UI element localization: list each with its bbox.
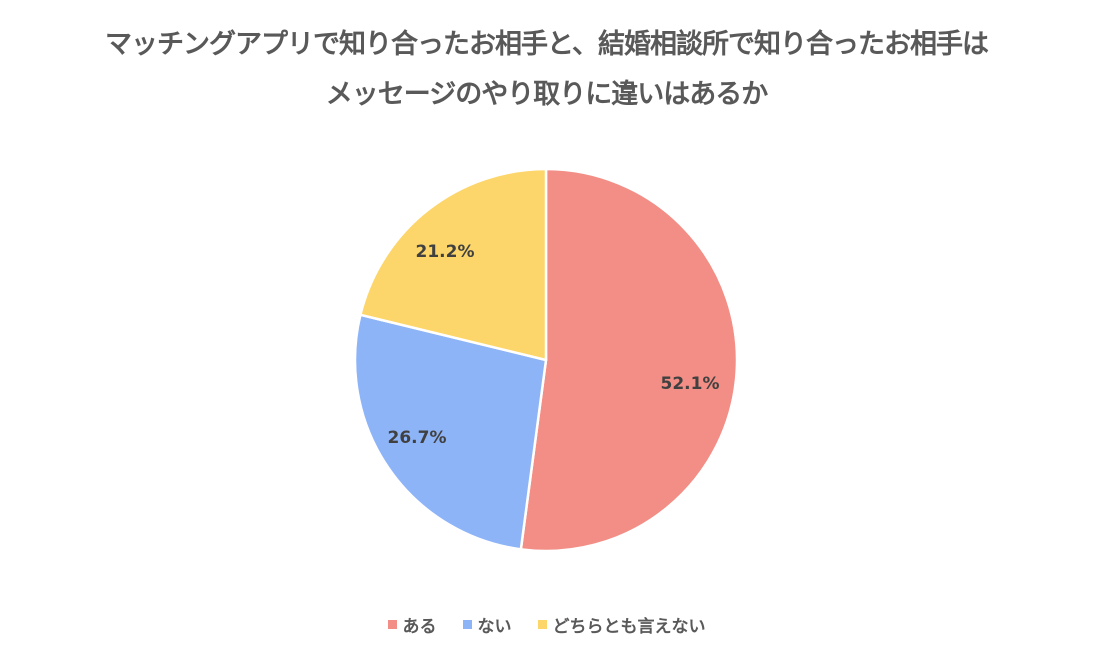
data-label: 21.2% [416, 242, 475, 262]
data-label: 26.7% [388, 428, 447, 448]
data-label: 52.1% [661, 374, 720, 394]
pie-slice [359, 167, 548, 362]
legend-item-dochira: どちらとも言えない [537, 612, 706, 637]
pie-slice [353, 313, 548, 551]
chart-title-line1: マッチングアプリで知り合ったお相手と、結婚相談所で知り合ったお相手は [105, 29, 989, 60]
legend-label: ない [477, 617, 512, 637]
legend-item-aru: ある [387, 612, 437, 637]
legend: ある ない どちらとも言えない [0, 612, 1093, 637]
pie-slice [519, 167, 739, 553]
chart-title-line2: メッセージのやり取りに違いはあるか [325, 79, 768, 110]
legend-item-nai: ない [462, 612, 512, 637]
legend-label: ある [402, 617, 437, 637]
legend-swatch-icon [387, 620, 397, 629]
legend-swatch-icon [462, 620, 472, 629]
legend-swatch-icon [537, 620, 547, 629]
legend-label: どちらとも言えない [552, 617, 706, 637]
